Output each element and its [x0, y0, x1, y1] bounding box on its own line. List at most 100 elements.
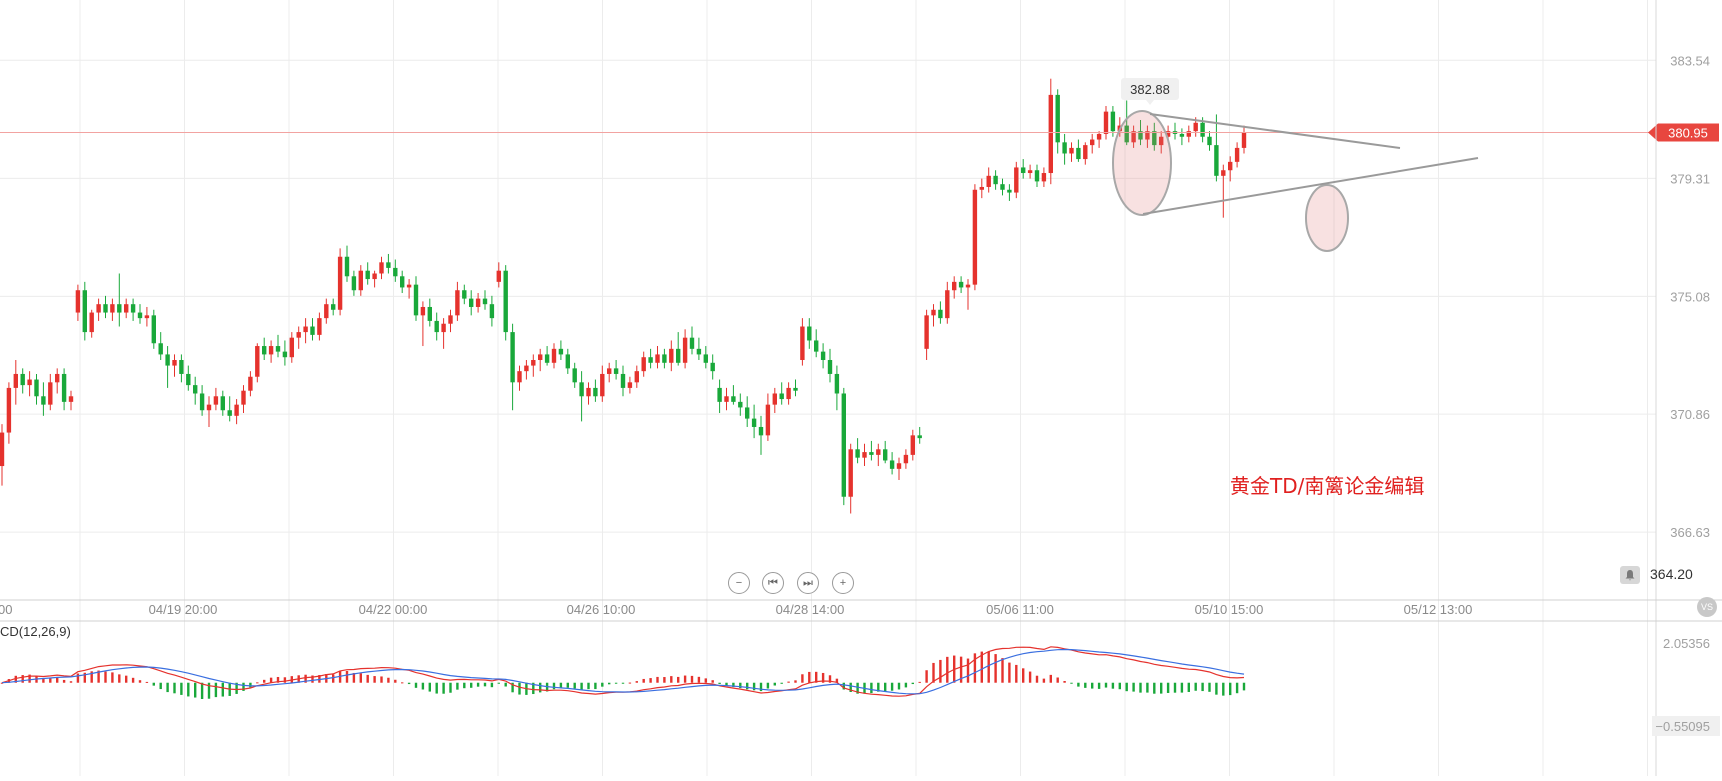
candle-body: [648, 357, 653, 363]
macd-histogram-bar: [1235, 682, 1239, 694]
candle-body: [317, 318, 322, 335]
macd-histogram-bar: [49, 678, 52, 683]
macd-histogram-bar: [380, 676, 383, 683]
candle-body: [48, 382, 53, 405]
jump-start-button[interactable]: ⏮: [762, 572, 784, 594]
macd-histogram-bar: [1194, 682, 1197, 691]
macd-histogram-bar: [752, 682, 756, 691]
macd-tick-box: [1652, 716, 1720, 736]
macd-histogram-bar: [718, 682, 721, 684]
candle-body: [800, 326, 805, 360]
candle-body: [551, 348, 557, 363]
macd-histogram-bar: [683, 675, 687, 683]
candle-body: [1083, 145, 1088, 160]
candle-body: [213, 396, 219, 405]
macd-histogram-bar: [1111, 682, 1115, 689]
macd-histogram-bar: [1077, 682, 1080, 687]
candle-body: [1090, 139, 1095, 146]
highlight-ellipse: [1305, 184, 1349, 252]
candle-body: [496, 270, 501, 282]
candle-body: [758, 426, 764, 436]
candle-body: [531, 360, 536, 366]
candle-body: [372, 273, 377, 280]
high-marker-box: [1121, 78, 1179, 100]
macd-histogram-bar: [456, 682, 459, 690]
macd-histogram-bar: [663, 677, 666, 683]
macd-histogram-bar: [442, 682, 445, 694]
zoom-out-button[interactable]: −: [728, 572, 750, 594]
candle-body: [351, 276, 357, 291]
candle-body: [303, 326, 308, 333]
macd-histogram-bar: [932, 662, 935, 683]
macd-histogram-bar: [1084, 682, 1087, 688]
macd-histogram-bar: [394, 679, 397, 683]
jump-end-button[interactable]: ⏭: [797, 572, 819, 594]
macd-histogram-bar: [732, 682, 735, 688]
macd-histogram-bar: [1097, 682, 1101, 689]
candle-body: [469, 298, 474, 307]
macd-histogram-bar: [773, 682, 776, 686]
macd-histogram-bar: [1022, 668, 1025, 683]
macd-histogram-bar: [28, 674, 31, 683]
bell-icon[interactable]: [1620, 566, 1640, 584]
macd-histogram-bar: [601, 682, 604, 687]
candle-body: [1027, 170, 1033, 174]
macd-histogram-bar: [366, 674, 369, 683]
macd-histogram-bar: [194, 682, 197, 698]
candle-body: [662, 354, 667, 363]
macd-histogram-bar: [111, 672, 114, 683]
candle-body: [724, 396, 729, 402]
time-tick-label: 04/22 00:00: [359, 602, 428, 617]
macd-histogram-bar: [352, 672, 356, 683]
candle-body: [600, 373, 605, 397]
vs-badge[interactable]: VS: [1697, 597, 1717, 617]
macd-histogram-bar: [276, 676, 280, 683]
candle-body: [862, 452, 867, 458]
macd-histogram-bar: [766, 682, 770, 689]
candle-body: [972, 189, 978, 285]
candle-body: [158, 343, 163, 355]
candle-body: [144, 315, 150, 319]
time-tick-label: 05/06 11:00: [986, 602, 1054, 617]
candle-body: [110, 304, 115, 313]
macd-histogram-bar: [877, 682, 880, 692]
candle-body: [248, 376, 253, 391]
macd-histogram-bar: [794, 680, 797, 683]
macd-histogram-bar: [1028, 671, 1032, 683]
macd-histogram-bar: [973, 653, 977, 683]
candle-body: [41, 396, 46, 405]
macd-histogram-bar: [1132, 682, 1135, 692]
macd-histogram-bar: [566, 682, 569, 688]
candle-body: [641, 357, 646, 372]
candle-body: [462, 290, 467, 299]
candle-body: [89, 312, 94, 333]
macd-histogram-bar: [97, 670, 100, 683]
macd-histogram-bar: [359, 673, 362, 683]
candle-body: [848, 449, 853, 497]
candle-body: [676, 348, 681, 363]
candle-body: [1000, 184, 1005, 190]
candle-body: [586, 387, 591, 397]
candle-body: [275, 346, 281, 352]
macd-histogram-bar: [1091, 682, 1094, 689]
candle-body: [751, 418, 757, 427]
macd-histogram-bar: [939, 659, 942, 683]
macd-histogram-bar: [642, 678, 645, 683]
candle-body: [220, 396, 225, 411]
macd-histogram-bar: [552, 682, 556, 690]
candle-body: [1214, 145, 1219, 176]
candle-body: [151, 315, 156, 344]
macd-histogram-bar: [670, 676, 673, 683]
candle-body: [593, 387, 598, 397]
candle-body: [193, 385, 198, 394]
zoom-in-button[interactable]: +: [832, 572, 854, 594]
macd-histogram-bar: [131, 677, 135, 683]
price-tick-label: 375.08: [1670, 289, 1710, 304]
candle-body: [296, 332, 301, 338]
candle-body: [179, 360, 184, 374]
macd-histogram-bar: [704, 678, 707, 683]
macd-histogram-bar: [849, 682, 852, 692]
macd-dea-line: [1, 648, 1245, 695]
candle-body: [0, 432, 5, 467]
candle-body: [1193, 122, 1198, 132]
